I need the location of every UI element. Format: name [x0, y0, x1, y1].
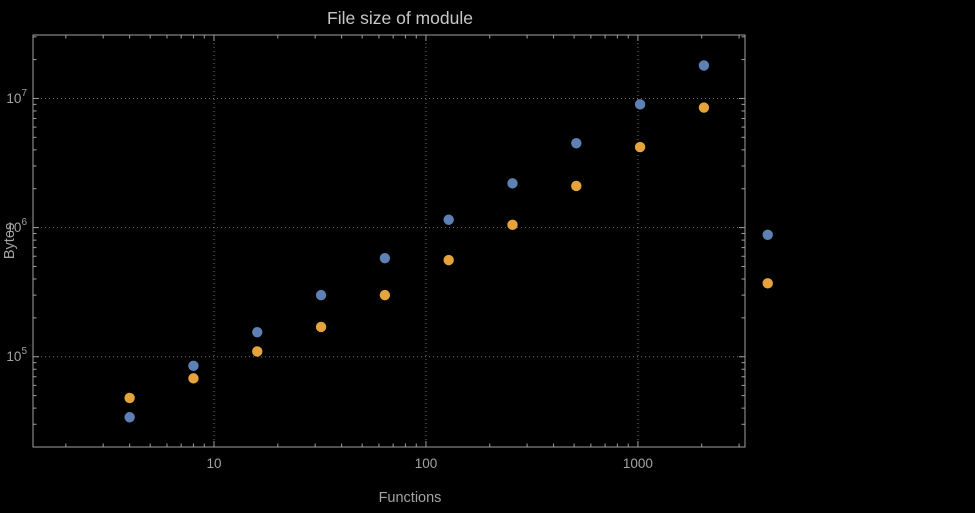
tick-marks: [33, 35, 745, 448]
data-point-series-2-orange: [507, 219, 518, 231]
data-point-series-2-orange: [188, 373, 199, 384]
data-point-series-2-orange: [124, 392, 135, 404]
y-tick-label: 107: [6, 88, 27, 106]
gridlines: [33, 35, 745, 447]
data-point-series-2-orange: [379, 289, 391, 301]
data-point-series-1-blue: [443, 214, 454, 225]
data-point-series-1-blue: [252, 326, 263, 338]
data-point-series-1-blue: [762, 229, 773, 240]
y-tick-label: 106: [6, 217, 27, 235]
data-point-series-2-orange: [634, 141, 646, 153]
plot-frame: [32, 34, 746, 448]
x-tick-label: 10: [206, 456, 221, 471]
data-point-series-2-orange: [571, 180, 582, 192]
data-points: [124, 60, 773, 423]
data-point-series-1-blue: [188, 360, 199, 372]
x-axis-label: Functions: [379, 490, 442, 506]
data-point-series-1-blue: [571, 138, 582, 149]
frame-rect: [32, 34, 746, 448]
data-point-series-1-blue: [634, 99, 646, 110]
tick-labels: 10 100 1000 105 106 107: [6, 88, 653, 471]
data-point-series-2-orange: [762, 278, 773, 289]
data-point-series-1-blue: [379, 252, 391, 264]
x-tick-label: 100: [415, 456, 438, 471]
data-point-series-2-orange: [698, 102, 710, 113]
data-point-series-1-blue: [124, 412, 135, 423]
y-tick-label: 105: [6, 346, 27, 364]
data-point-series-1-blue: [315, 289, 327, 301]
data-point-series-2-orange: [443, 254, 454, 266]
data-point-series-1-blue: [698, 60, 710, 71]
y-axis-label: Bytes: [2, 223, 18, 259]
data-point-series-2-orange: [315, 321, 327, 333]
data-point-series-1-blue: [507, 178, 518, 189]
data-point-series-2-orange: [252, 346, 263, 357]
x-tick-label: 1000: [623, 456, 653, 471]
chart-title: File size of module: [327, 8, 473, 28]
